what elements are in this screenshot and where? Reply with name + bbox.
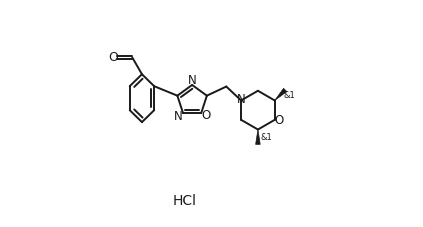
Text: HCl: HCl bbox=[172, 193, 196, 207]
Text: &1: &1 bbox=[261, 132, 272, 141]
Text: O: O bbox=[201, 108, 210, 121]
Text: N: N bbox=[174, 109, 183, 122]
Text: N: N bbox=[237, 93, 246, 106]
Text: &1: &1 bbox=[283, 91, 295, 100]
Text: O: O bbox=[275, 114, 284, 127]
Polygon shape bbox=[255, 130, 260, 145]
Text: O: O bbox=[108, 51, 118, 64]
Polygon shape bbox=[275, 89, 287, 101]
Text: N: N bbox=[188, 74, 197, 87]
